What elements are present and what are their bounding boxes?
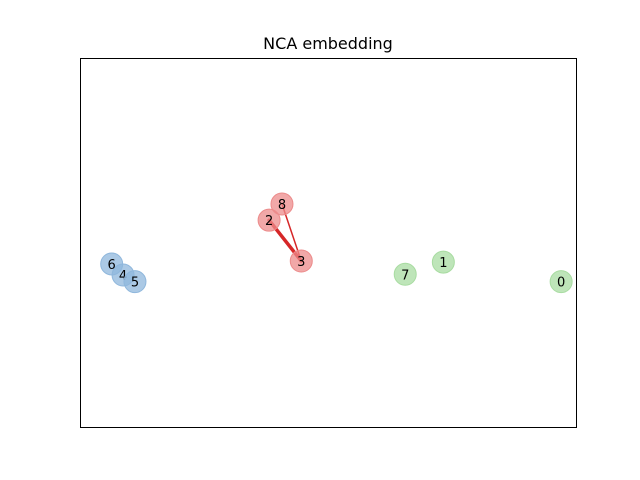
plot-area-frame: [80, 58, 577, 428]
point-marker: [257, 208, 281, 232]
point-label: 2: [265, 214, 273, 229]
point-marker: [393, 262, 417, 286]
point-label: 6: [108, 258, 116, 273]
point-marker: [123, 270, 147, 294]
point-3: 3: [289, 249, 313, 273]
point-label: 7: [401, 268, 409, 283]
point-6: 6: [100, 252, 124, 276]
point-marker: [100, 252, 124, 276]
point-marker: [549, 270, 573, 294]
point-2: 2: [257, 208, 281, 232]
point-label: 3: [297, 255, 305, 270]
point-label: 1: [439, 256, 447, 271]
point-marker: [431, 250, 455, 274]
point-marker: [270, 192, 294, 216]
point-5: 5: [123, 270, 147, 294]
point-label: 4: [119, 269, 127, 284]
chart-title: NCA embedding: [263, 34, 393, 53]
point-label: 8: [278, 198, 286, 213]
point-label: 5: [131, 276, 139, 291]
point-1: 1: [431, 250, 455, 274]
point-0: 0: [549, 270, 573, 294]
point-7: 7: [393, 262, 417, 286]
point-label: 0: [557, 276, 565, 291]
point-8: 8: [270, 192, 294, 216]
point-marker: [289, 249, 313, 273]
points-layer: 0 1 2 3 4 56 7 8: [100, 192, 573, 294]
